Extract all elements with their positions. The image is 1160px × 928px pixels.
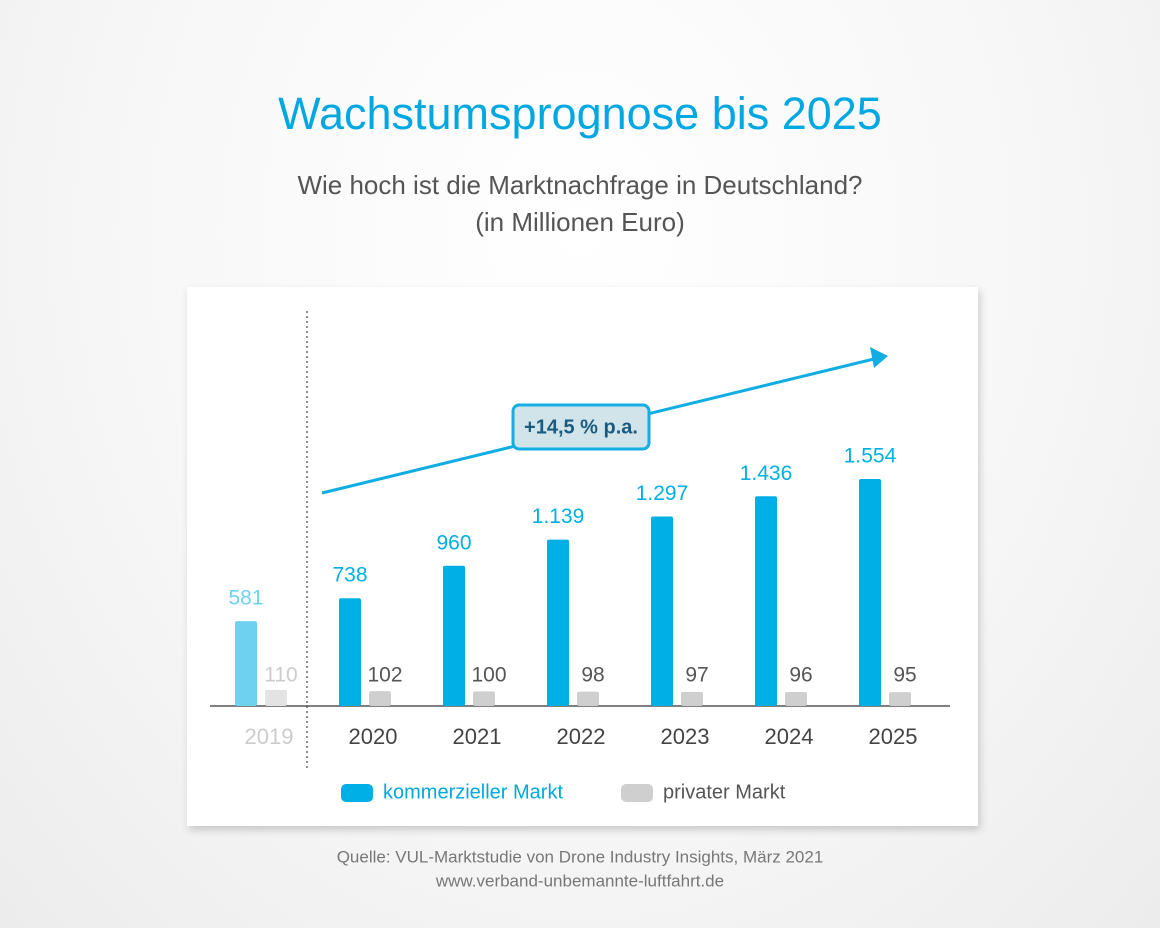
bar <box>235 621 257 706</box>
value-label: 96 <box>789 664 812 687</box>
value-label: 97 <box>685 664 708 687</box>
x-tick-label: 2025 <box>869 724 918 749</box>
bar <box>339 598 361 706</box>
bar <box>859 479 881 706</box>
annotation: +14,5 % p.a. <box>524 416 638 438</box>
source: www.verband-unbemannte-luftfahrt.de <box>435 871 724 890</box>
value-label: 581 <box>228 587 263 610</box>
x-tick-label: 2022 <box>557 724 606 749</box>
x-tick-label: 2019 <box>245 724 294 749</box>
bar <box>651 516 673 706</box>
value-label: 98 <box>581 664 604 687</box>
value-label: 1.554 <box>844 445 897 468</box>
annotation-box <box>511 403 651 451</box>
legend-swatch <box>341 784 373 802</box>
value-label: 960 <box>436 531 471 554</box>
value-label: 738 <box>332 564 367 587</box>
value-label: 1.297 <box>636 482 689 505</box>
bar <box>681 691 703 706</box>
value-label: 1.436 <box>740 462 793 485</box>
bar <box>889 692 911 706</box>
subtitle: (in Millionen Euro) <box>475 207 685 237</box>
x-tick-label: 2021 <box>453 724 502 749</box>
value-label: 110 <box>264 664 297 687</box>
bar <box>369 691 391 706</box>
bar <box>755 496 777 706</box>
value-label: 95 <box>893 664 916 687</box>
source: Quelle: VUL-Marktstudie von Drone Indust… <box>337 847 824 866</box>
legend-swatch <box>621 784 653 802</box>
bar <box>785 691 807 706</box>
bar <box>577 691 599 706</box>
bar <box>547 539 569 706</box>
card <box>187 287 978 826</box>
subtitle: Wie hoch ist die Marktnachfrage in Deuts… <box>297 170 862 200</box>
chart-title: Wachstumsprognose bis 2025 <box>278 88 882 139</box>
x-tick-label: 2024 <box>765 724 814 749</box>
legend-label: kommerzieller Markt <box>383 781 563 803</box>
bar <box>473 691 495 706</box>
legend-label: privater Markt <box>663 781 786 803</box>
value-label: 1.139 <box>532 505 585 528</box>
bar <box>443 565 465 706</box>
arrow-head <box>870 347 888 368</box>
bar <box>265 689 287 706</box>
value-label: 102 <box>367 664 402 687</box>
x-tick-label: 2020 <box>349 724 398 749</box>
value-label: 100 <box>471 664 506 687</box>
x-tick-label: 2023 <box>661 724 710 749</box>
